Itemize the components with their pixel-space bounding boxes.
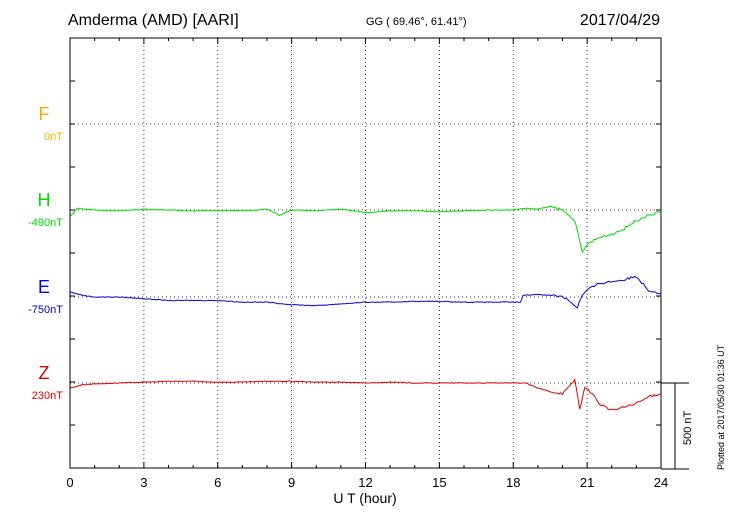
x-tick-label: 12 xyxy=(358,475,372,490)
x-tick-label: 3 xyxy=(140,475,147,490)
plotted-at-note: Plotted at 2017/05/30 01:36 UT xyxy=(716,344,726,470)
x-tick-label: 15 xyxy=(432,475,446,490)
data-traces xyxy=(69,205,662,411)
channel-label-e: E xyxy=(38,277,50,297)
x-tick-label: 24 xyxy=(654,475,668,490)
channel-baseline-f: 0nT xyxy=(44,131,63,143)
x-tick-label: 9 xyxy=(288,475,295,490)
trace-z xyxy=(69,378,662,411)
axis-ticks: 0 3 6 9 12 15 18 21 24 xyxy=(66,38,668,490)
trace-e xyxy=(69,275,661,309)
channel-baseline-e: -750nT xyxy=(28,304,63,316)
station-coordinates: GG ( 69.46°, 61.41°) xyxy=(366,16,467,28)
chart-date: 2017/04/29 xyxy=(579,12,660,29)
x-tick-label: 0 xyxy=(66,475,73,490)
x-tick-label: 18 xyxy=(506,475,520,490)
x-axis-label: U T (hour) xyxy=(333,490,396,506)
scale-bar xyxy=(661,382,689,470)
trace-h xyxy=(69,205,662,254)
channel-baseline-z: 230nT xyxy=(32,390,63,402)
grid-lines xyxy=(70,38,661,468)
channel-label-h: H xyxy=(38,190,51,210)
channel-label-f: F xyxy=(39,104,50,124)
channel-labels: F 0nT H -490nT E -750nT Z 230nT xyxy=(28,104,63,402)
x-tick-label: 21 xyxy=(580,475,594,490)
scale-bar-label: 500 nT xyxy=(682,410,694,445)
channel-baseline-h: -490nT xyxy=(28,217,63,229)
station-title: Amderma (AMD) [AARI] xyxy=(68,12,239,29)
x-tick-label: 6 xyxy=(214,475,221,490)
channel-label-z: Z xyxy=(39,363,50,383)
